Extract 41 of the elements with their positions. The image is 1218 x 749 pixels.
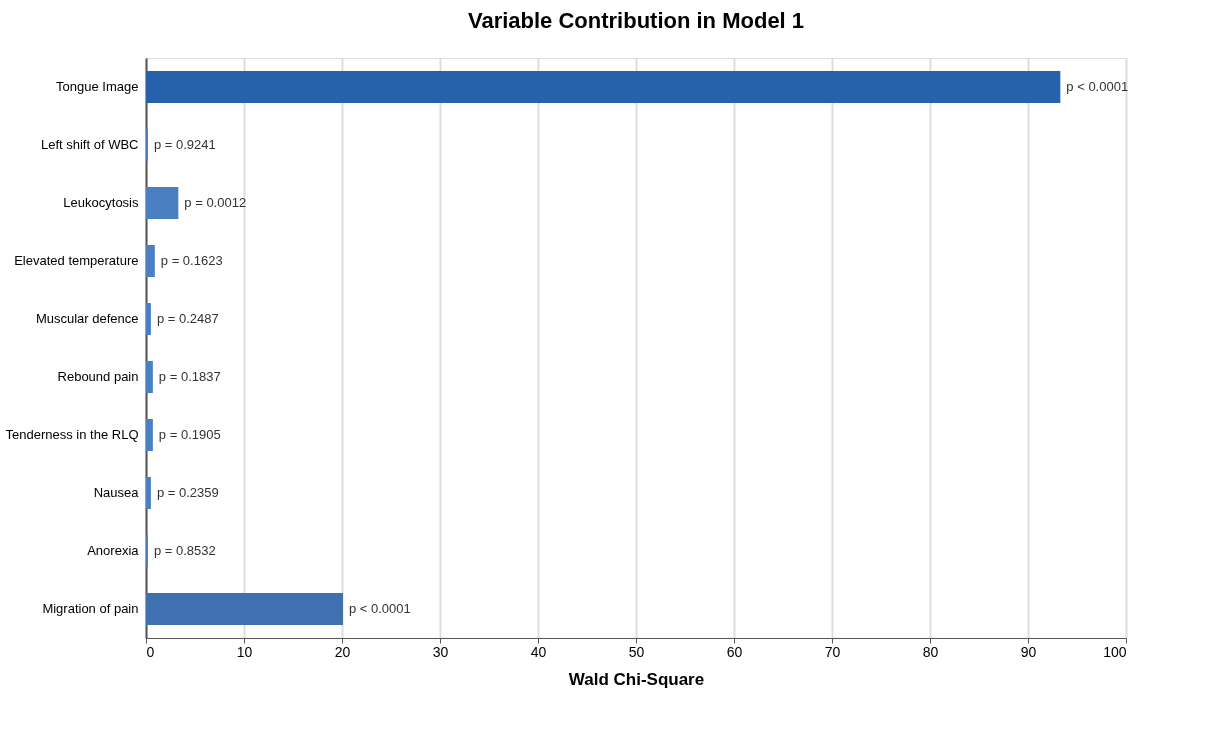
annotation: p = 0.0012 <box>184 195 247 210</box>
annotation: p = 0.9241 <box>153 137 216 152</box>
y-tick-label: Anorexia <box>87 543 140 558</box>
bar <box>146 419 153 451</box>
x-tick-label: 90 <box>1020 643 1037 660</box>
annotation: p = 0.8532 <box>153 543 216 558</box>
y-tick-label: Left shift of WBC <box>40 137 139 152</box>
x-tick-label: 20 <box>334 643 351 660</box>
x-tick-label: 0 <box>146 643 155 660</box>
bar <box>146 361 153 393</box>
y-tick-label: Tongue Image <box>56 79 139 94</box>
x-axis-title: Wald Chi-Square <box>568 669 705 689</box>
bar <box>146 303 151 335</box>
annotation: p = 0.1837 <box>158 369 221 384</box>
annotation: p = 0.1623 <box>160 253 223 268</box>
annotation: p < 0.0001 <box>1066 79 1129 94</box>
x-tick-label: 40 <box>530 643 547 660</box>
x-tick-label: 70 <box>824 643 841 660</box>
y-tick-label: Elevated temperature <box>14 253 139 268</box>
annotation: p = 0.2359 <box>156 485 219 500</box>
bar <box>146 71 1061 103</box>
chart-title: Variable Contribution in Model 1 <box>467 8 805 33</box>
y-tick-label: Nausea <box>93 485 140 500</box>
annotation: p = 0.2487 <box>156 311 219 326</box>
bar <box>146 477 151 509</box>
bar <box>146 245 155 277</box>
y-tick-label: Muscular defence <box>35 311 139 326</box>
x-tick-label: 60 <box>726 643 743 660</box>
x-tick-label: 10 <box>236 643 253 660</box>
annotation: p < 0.0001 <box>348 601 411 616</box>
y-tick-label: Migration of pain <box>42 601 139 616</box>
x-tick-label: 80 <box>922 643 939 660</box>
x-tick-label: 100 <box>1103 643 1127 660</box>
y-tick-label: Leukocytosis <box>63 195 139 210</box>
bar <box>146 593 343 625</box>
y-tick-label: Tenderness in the RLQ <box>5 427 139 442</box>
annotation: p = 0.1905 <box>158 427 221 442</box>
x-tick-label: 50 <box>628 643 645 660</box>
y-tick-label: Rebound pain <box>57 369 139 384</box>
x-tick-label: 30 <box>432 643 449 660</box>
bar <box>146 187 179 219</box>
